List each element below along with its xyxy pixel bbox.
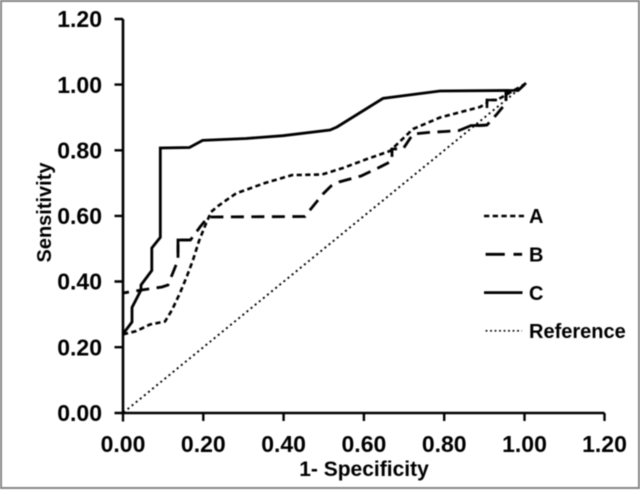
svg-text:0.40: 0.40 (57, 269, 102, 295)
svg-text:0.80: 0.80 (57, 138, 102, 164)
svg-text:A: A (529, 206, 543, 228)
svg-text:1- Specificity: 1- Specificity (299, 458, 429, 481)
svg-text:0.80: 0.80 (422, 431, 467, 457)
svg-text:1.20: 1.20 (57, 6, 102, 32)
svg-text:1.20: 1.20 (582, 431, 627, 457)
svg-text:0.20: 0.20 (57, 334, 102, 360)
svg-text:1.00: 1.00 (57, 72, 102, 98)
svg-text:0.60: 0.60 (57, 203, 102, 229)
svg-text:Reference: Reference (529, 321, 626, 343)
svg-text:0.00: 0.00 (57, 400, 102, 426)
svg-text:0.00: 0.00 (101, 431, 146, 457)
svg-text:0.20: 0.20 (181, 431, 226, 457)
svg-text:1.00: 1.00 (502, 431, 547, 457)
svg-text:0.60: 0.60 (342, 431, 387, 457)
svg-text:0.40: 0.40 (261, 431, 306, 457)
svg-text:C: C (529, 283, 543, 305)
svg-text:Sensitivity: Sensitivity (34, 162, 56, 263)
svg-text:B: B (529, 245, 543, 267)
